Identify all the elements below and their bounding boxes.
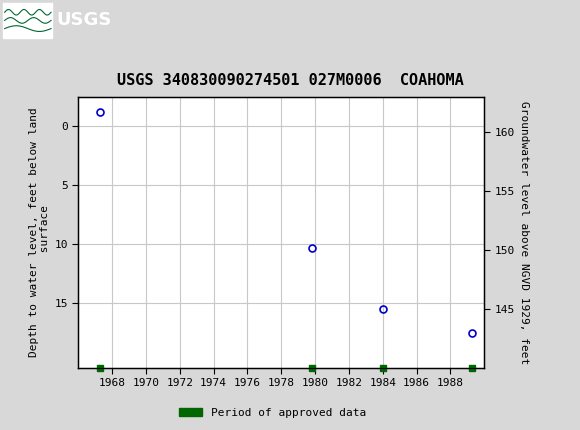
Y-axis label: Depth to water level, feet below land
 surface: Depth to water level, feet below land su…: [28, 108, 50, 357]
Text: USGS: USGS: [57, 12, 112, 29]
Y-axis label: Groundwater level above NGVD 1929, feet: Groundwater level above NGVD 1929, feet: [519, 101, 529, 364]
Bar: [3, 3, 52, 37]
Text: USGS 340830090274501 027M0006  COAHOMA: USGS 340830090274501 027M0006 COAHOMA: [117, 73, 463, 88]
Legend: Period of approved data: Period of approved data: [175, 403, 370, 422]
